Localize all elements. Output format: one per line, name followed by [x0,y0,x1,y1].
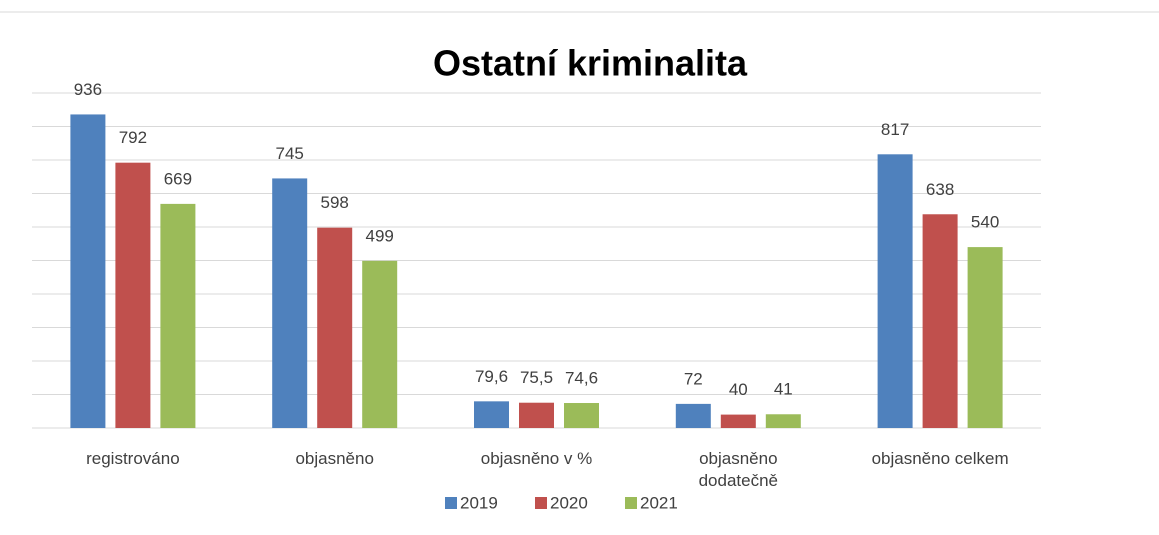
bar [564,403,599,428]
legend-label: 2020 [550,493,588,512]
bar [675,403,711,428]
bar [474,401,509,428]
x-tick-label: registrováno [86,449,180,468]
bar [720,414,756,428]
bar [115,162,151,428]
bar [877,154,913,428]
bar [967,247,1003,428]
legend-label: 2021 [640,493,678,512]
bar [922,214,958,428]
value-label: 72 [684,369,703,388]
value-label: 41 [774,380,793,399]
legend-swatch [625,497,637,509]
value-label: 75,5 [520,368,553,387]
legend-swatch [535,497,547,509]
x-tick-label: objasněno dodatečně [698,449,778,490]
chart-title: Ostatní kriminalita [433,43,748,84]
bar [317,227,353,428]
bar [70,114,106,428]
x-tick-label: objasněno celkem [871,449,1009,468]
x-tick-label: objasněno [295,449,374,468]
legend-swatch [445,497,457,509]
value-label: 669 [164,169,192,188]
value-label: 79,6 [475,367,508,386]
bar [362,260,398,428]
x-tick-label: objasněno v % [480,449,593,468]
value-label: 792 [119,128,147,147]
bar [765,414,801,428]
bar [160,203,196,428]
bar [519,402,554,428]
value-label: 499 [366,226,394,245]
value-label: 745 [276,144,304,163]
value-label: 817 [881,120,909,139]
value-label: 936 [74,80,102,99]
value-label: 540 [971,213,999,232]
bar [272,178,308,428]
value-label: 598 [321,193,349,212]
value-label: 638 [926,180,954,199]
value-label: 74,6 [565,368,598,387]
legend-label: 2019 [460,493,498,512]
value-label: 40 [729,380,748,399]
